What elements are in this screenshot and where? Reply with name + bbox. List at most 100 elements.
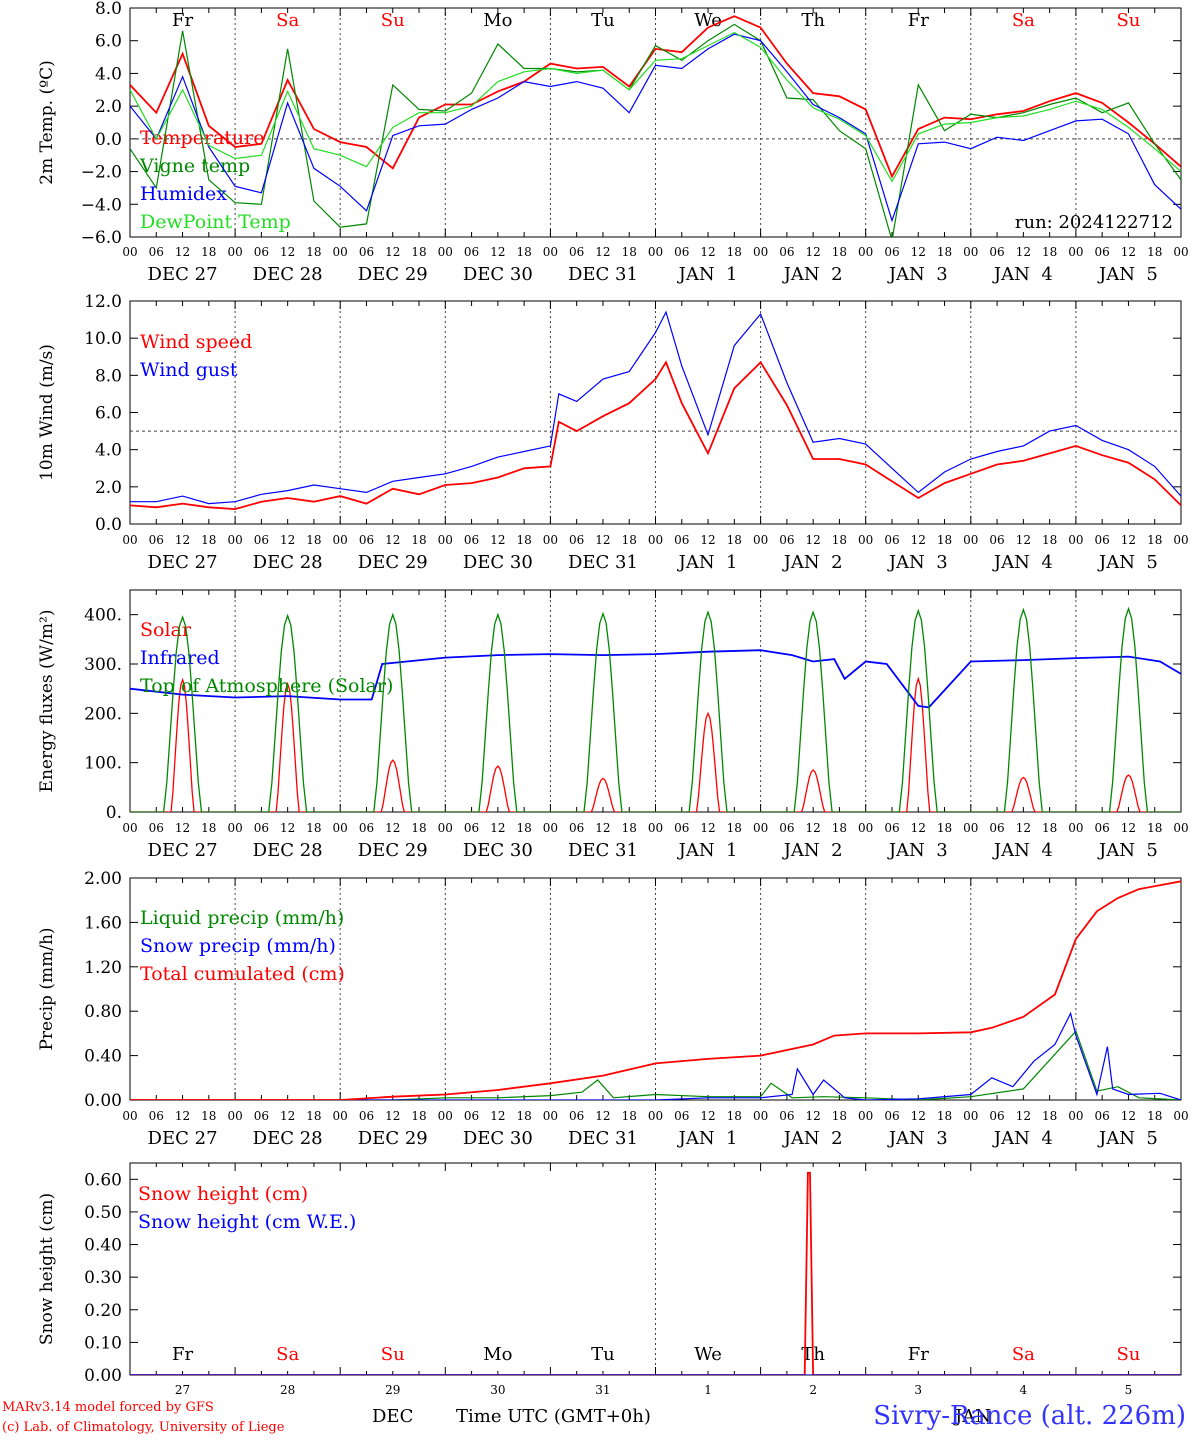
date-label: JAN 5 bbox=[1097, 264, 1158, 285]
hour-tick-label: 18 bbox=[937, 533, 952, 547]
date-label: DEC 28 bbox=[253, 1128, 323, 1149]
hour-tick-label: 06 bbox=[779, 1109, 794, 1123]
weekday-label: Th bbox=[801, 10, 825, 31]
date-label: JAN 3 bbox=[887, 552, 948, 573]
hour-tick-label: 18 bbox=[516, 1109, 531, 1123]
hour-tick-label: 06 bbox=[674, 1109, 689, 1123]
hour-tick-label: 18 bbox=[832, 533, 847, 547]
hour-tick-label: 00 bbox=[648, 1109, 663, 1123]
date-label: JAN 3 bbox=[887, 264, 948, 285]
legend-entry: Infrared bbox=[140, 647, 220, 669]
hour-tick-label: 06 bbox=[254, 1109, 269, 1123]
weekday-label: Sa bbox=[1012, 1344, 1035, 1365]
hour-tick-label: 00 bbox=[963, 821, 978, 835]
hour-tick-label: 06 bbox=[1095, 1109, 1110, 1123]
legend-entry: Snow height (cm) bbox=[138, 1183, 308, 1205]
hour-tick-label: 12 bbox=[595, 245, 610, 259]
y-tick-label: 0.50 bbox=[84, 1203, 122, 1223]
hour-tick-label: 18 bbox=[1042, 821, 1057, 835]
hour-tick-label: 12 bbox=[385, 1109, 400, 1123]
hour-tick-label: 00 bbox=[333, 533, 348, 547]
day-number-label: 3 bbox=[914, 1383, 922, 1397]
hour-tick-label: 12 bbox=[911, 245, 926, 259]
legend-entry: Liquid precip (mm/h) bbox=[140, 907, 344, 929]
hour-tick-label: 18 bbox=[1042, 1109, 1057, 1123]
hour-tick-label: 12 bbox=[490, 1109, 505, 1123]
hour-tick-label: 06 bbox=[569, 821, 584, 835]
hour-tick-label: 00 bbox=[1068, 821, 1083, 835]
weekday-label: Su bbox=[1116, 10, 1140, 31]
legend-entry: DewPoint Temp bbox=[140, 211, 291, 233]
hour-tick-label: 06 bbox=[254, 245, 269, 259]
hour-tick-label: 00 bbox=[333, 1109, 348, 1123]
hour-tick-label: 06 bbox=[884, 821, 899, 835]
y-tick-label: 1.20 bbox=[84, 958, 122, 978]
hour-tick-label: 18 bbox=[411, 1109, 426, 1123]
date-label: DEC 30 bbox=[463, 264, 533, 285]
hour-tick-label: 00 bbox=[963, 245, 978, 259]
hour-tick-label: 18 bbox=[1147, 245, 1162, 259]
date-label: DEC 29 bbox=[358, 840, 428, 861]
hour-tick-label: 12 bbox=[911, 821, 926, 835]
hour-tick-label: 18 bbox=[306, 245, 321, 259]
y-tick-label: 0.30 bbox=[84, 1268, 122, 1288]
series-line-total-cumulated-cm- bbox=[130, 880, 1181, 1100]
date-label: DEC 29 bbox=[358, 552, 428, 573]
hour-tick-label: 00 bbox=[333, 821, 348, 835]
hour-tick-label: 00 bbox=[858, 1109, 873, 1123]
weekday-label: We bbox=[694, 1344, 722, 1365]
y-tick-label: −6.0 bbox=[81, 228, 122, 248]
hour-tick-label: 06 bbox=[569, 245, 584, 259]
hour-tick-label: 00 bbox=[122, 533, 137, 547]
hour-tick-label: 18 bbox=[727, 245, 742, 259]
hour-tick-label: 18 bbox=[201, 245, 216, 259]
hour-tick-label: 00 bbox=[543, 533, 558, 547]
hour-tick-label: 00 bbox=[1068, 245, 1083, 259]
hour-tick-label: 18 bbox=[727, 533, 742, 547]
hour-tick-label: 12 bbox=[175, 821, 190, 835]
y-axis-title: Energy fluxes (W/m²) bbox=[37, 610, 57, 793]
y-tick-label: 2.0 bbox=[95, 478, 122, 498]
y-tick-label: 0. bbox=[106, 803, 122, 823]
hour-tick-label: 00 bbox=[1173, 533, 1188, 547]
hour-tick-label: 18 bbox=[306, 821, 321, 835]
y-tick-label: 0.00 bbox=[84, 1091, 122, 1111]
date-label: JAN 1 bbox=[677, 264, 738, 285]
hour-tick-label: 18 bbox=[1042, 533, 1057, 547]
hour-tick-label: 12 bbox=[700, 1109, 715, 1123]
hour-tick-label: 12 bbox=[1121, 821, 1136, 835]
model-credit: MARv3.14 model forced by GFS bbox=[2, 1400, 214, 1415]
hour-tick-label: 12 bbox=[1016, 821, 1031, 835]
y-axis-title: Precip (mm/h) bbox=[37, 927, 57, 1050]
hour-tick-label: 18 bbox=[937, 245, 952, 259]
hour-tick-label: 00 bbox=[753, 1109, 768, 1123]
date-label: JAN 2 bbox=[782, 552, 843, 573]
y-tick-label: 0.40 bbox=[84, 1047, 122, 1067]
panel-5: 0.60 0.50 0.40 0.30 0.20 0.10 0.00 Snow height … bbox=[37, 1162, 1182, 1397]
y-tick-label: 0.0 bbox=[95, 130, 122, 150]
y-tick-label: −2.0 bbox=[81, 163, 122, 183]
date-label: JAN 5 bbox=[1097, 1128, 1158, 1149]
y-tick-label: 1.60 bbox=[84, 913, 122, 933]
date-label: JAN 5 bbox=[1097, 552, 1158, 573]
date-label: JAN 4 bbox=[992, 840, 1053, 861]
hour-tick-label: 00 bbox=[1173, 245, 1188, 259]
legend-entry: Wind speed bbox=[140, 331, 252, 353]
date-label: DEC 30 bbox=[463, 840, 533, 861]
hour-tick-label: 00 bbox=[753, 533, 768, 547]
date-label: DEC 27 bbox=[148, 552, 218, 573]
weekday-label: Tu bbox=[591, 1344, 615, 1365]
y-tick-label: 8.0 bbox=[95, 0, 122, 19]
date-label: DEC 27 bbox=[148, 1128, 218, 1149]
panel-4: 2.00 1.60 1.20 0.80 0.40 0.00 Precip (mm/h) 00 0… bbox=[37, 869, 1189, 1149]
date-label: JAN 1 bbox=[677, 1128, 738, 1149]
series-line-wind-speed bbox=[130, 360, 1181, 511]
hour-tick-label: 00 bbox=[1068, 1109, 1083, 1123]
hour-tick-label: 00 bbox=[858, 821, 873, 835]
series-line-temperature bbox=[130, 15, 1181, 179]
hour-tick-label: 00 bbox=[122, 1109, 137, 1123]
legend-entry: Humidex bbox=[140, 183, 227, 205]
hour-tick-label: 18 bbox=[1147, 821, 1162, 835]
hour-tick-label: 06 bbox=[569, 1109, 584, 1123]
panel-1: 8.0 6.0 4.0 2.0 0.0 −2.0 −4.0 −6.0 2m Temp. (ºC)… bbox=[37, 0, 1189, 285]
